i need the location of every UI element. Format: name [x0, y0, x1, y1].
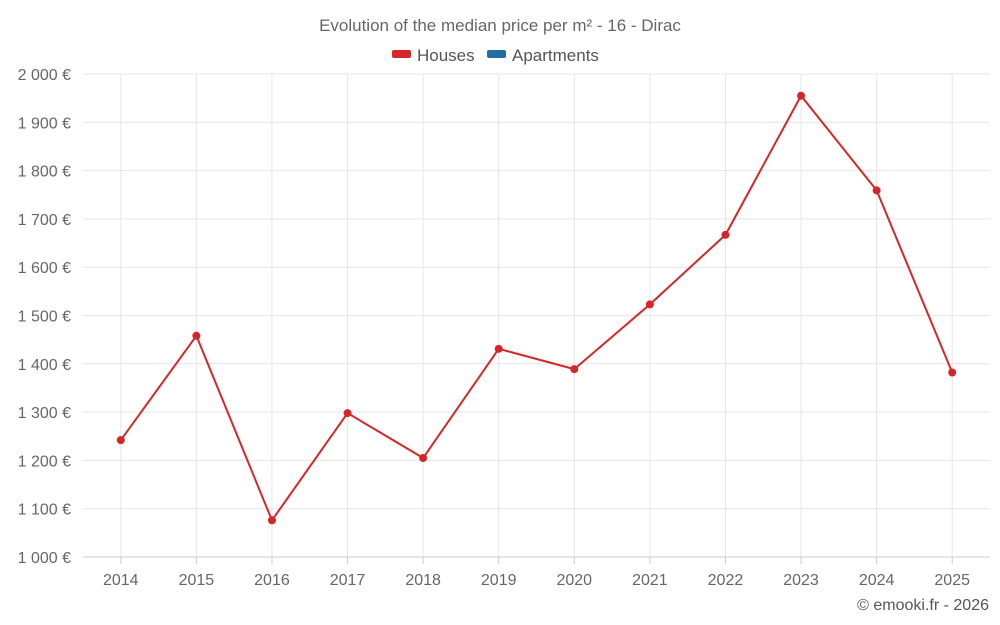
y-tick-label: 1 000 € [18, 550, 71, 567]
legend-swatch-houses [392, 50, 411, 58]
x-tick-label: 2015 [179, 572, 215, 589]
data-point-2014[interactable] [116, 436, 125, 445]
y-tick-label: 2 000 € [18, 67, 71, 84]
data-point-2017[interactable] [343, 409, 352, 418]
x-tick-label: 2017 [330, 572, 366, 589]
chart-title: Evolution of the median price per m² - 1… [319, 16, 681, 35]
x-axis: 2014 2015 2016 2017 2018 2019 2020 2021 2022 2023… [83, 556, 990, 589]
data-point-2024[interactable] [872, 186, 881, 195]
y-tick-label: 1 300 € [18, 405, 71, 422]
x-tick-label: 2021 [632, 572, 668, 589]
y-tick-label: 1 200 € [18, 453, 71, 470]
x-tick-label: 2018 [405, 572, 441, 589]
y-tick-label: 1 900 € [18, 115, 71, 132]
grid [83, 73, 990, 558]
data-point-2023[interactable] [797, 91, 806, 100]
legend-swatch-apartments [487, 50, 506, 58]
x-tick-label: 2025 [934, 572, 970, 589]
x-tick-label: 2019 [481, 572, 517, 589]
series-line-houses [119, 94, 954, 522]
data-point-2015[interactable] [192, 331, 201, 340]
data-point-2021[interactable] [645, 300, 654, 309]
y-tick-label: 1 600 € [18, 260, 71, 277]
data-point-2025[interactable] [948, 368, 957, 377]
credit-text: © emooki.fr - 2026 [857, 597, 989, 614]
x-tick-label: 2016 [254, 572, 290, 589]
y-tick-label: 1 700 € [18, 212, 71, 229]
x-tick-label: 2014 [103, 572, 139, 589]
x-tick-label: 2023 [783, 572, 819, 589]
data-point-2016[interactable] [267, 516, 276, 525]
x-tick-label: 2022 [708, 572, 744, 589]
data-point-2022[interactable] [721, 230, 730, 239]
data-point-2018[interactable] [419, 453, 428, 462]
legend: Houses Apartments [392, 46, 599, 65]
series-houses [116, 91, 957, 525]
y-tick-label: 1 100 € [18, 502, 71, 519]
y-axis: 1 000 € 1 100 € 1 200 € 1 300 € 1 400 € 1 500… [18, 67, 71, 567]
x-tick-label: 2020 [556, 572, 592, 589]
data-point-2020[interactable] [570, 365, 579, 374]
y-tick-label: 1 400 € [18, 357, 71, 374]
legend-label-apartments[interactable]: Apartments [512, 46, 599, 65]
x-tick-label: 2024 [859, 572, 895, 589]
legend-label-houses[interactable]: Houses [417, 46, 475, 65]
data-point-2019[interactable] [494, 344, 503, 353]
y-tick-label: 1 800 € [18, 164, 71, 181]
y-tick-label: 1 500 € [18, 309, 71, 326]
